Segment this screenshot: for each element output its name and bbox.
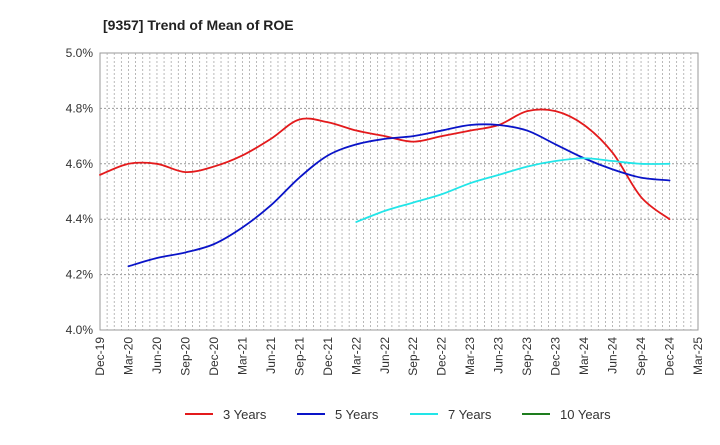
legend-label-4: 10 Years xyxy=(560,407,611,422)
series-line-1 xyxy=(99,108,671,221)
x-tick-label: Dec-19 xyxy=(93,337,107,376)
x-tick-label: Sep-20 xyxy=(178,337,192,376)
x-tick-label: Sep-24 xyxy=(634,337,648,376)
legend-label-2: 5 Years xyxy=(335,407,379,422)
x-tick-label: Mar-22 xyxy=(349,337,363,375)
series-line-2 xyxy=(127,123,671,268)
x-tick-label: Dec-24 xyxy=(663,337,677,376)
y-tick-label: 4.6% xyxy=(66,157,94,171)
y-tick-label: 5.0% xyxy=(66,46,94,60)
x-tick-label: Jun-21 xyxy=(264,337,278,374)
y-tick-label: 4.2% xyxy=(66,268,94,282)
legend-label-3: 7 Years xyxy=(448,407,492,422)
x-tick-label: Jun-20 xyxy=(150,337,164,374)
legend-label-1: 3 Years xyxy=(223,407,267,422)
x-tick-label: Jun-24 xyxy=(606,337,620,374)
x-tick-label: Mar-21 xyxy=(235,337,249,375)
x-tick-label: Sep-21 xyxy=(292,337,306,376)
y-tick-label: 4.4% xyxy=(66,212,94,226)
x-tick-label: Mar-25 xyxy=(691,337,705,375)
x-tick-label: Jun-23 xyxy=(492,337,506,374)
y-tick-label: 4.8% xyxy=(66,101,94,115)
x-tick-label: Dec-22 xyxy=(435,337,449,376)
x-tick-label: Sep-23 xyxy=(520,337,534,376)
x-tick-label: Mar-20 xyxy=(121,337,135,375)
x-tick-label: Dec-20 xyxy=(207,337,221,376)
axes: 4.0% 4.2% 4.4% 4.6% 4.8% 5.0% Dec-19 Mar-20 Jun-… xyxy=(66,46,705,376)
series-lines xyxy=(99,108,671,268)
plot-area xyxy=(99,52,699,331)
x-tick-label: Sep-22 xyxy=(406,337,420,376)
x-tick-label: Mar-24 xyxy=(577,337,591,375)
y-tick-label: 4.0% xyxy=(66,323,94,337)
x-tick-label: Dec-21 xyxy=(321,337,335,376)
series-line-3 xyxy=(355,157,671,223)
grid-lines xyxy=(99,52,699,331)
legend: 3 Years 5 Years 7 Years 10 Years xyxy=(185,407,611,422)
x-tick-label: Mar-23 xyxy=(463,337,477,375)
x-tick-label: Jun-22 xyxy=(378,337,392,374)
x-tick-label: Dec-23 xyxy=(549,337,563,376)
chart-title: [9357] Trend of Mean of ROE xyxy=(103,17,294,33)
